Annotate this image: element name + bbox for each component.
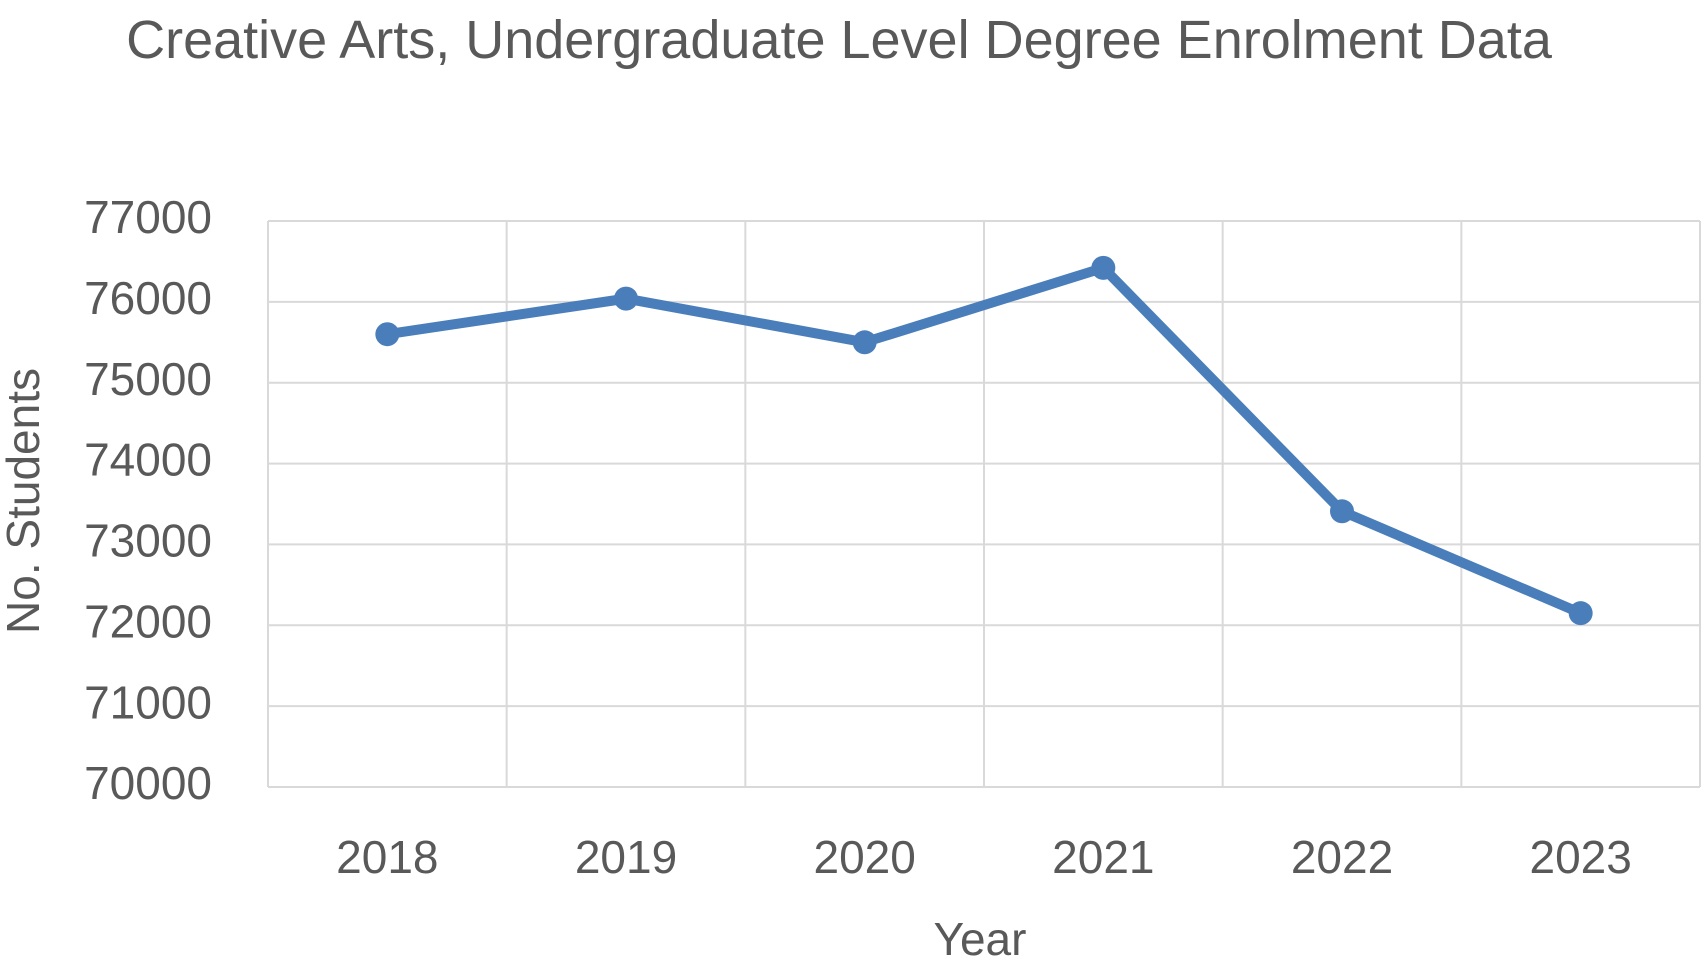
y-tick-label: 74000 <box>84 434 212 486</box>
y-tick-label: 72000 <box>84 595 212 647</box>
x-tick-label: 2019 <box>575 831 677 883</box>
data-point <box>614 286 638 311</box>
x-tick-label: 2023 <box>1529 831 1631 883</box>
y-tick-label: 71000 <box>84 676 212 728</box>
x-tick-label: 2018 <box>336 831 438 883</box>
y-tick-label: 75000 <box>84 353 212 405</box>
x-tick-label: 2020 <box>813 831 915 883</box>
y-tick-label: 70000 <box>84 757 212 809</box>
x-axis-title: Year <box>934 913 1027 964</box>
chart-title: Creative Arts, Undergraduate Level Degre… <box>126 10 1552 70</box>
x-tick-label: 2021 <box>1052 831 1154 883</box>
y-axis-title: No. Students <box>0 368 49 634</box>
data-point <box>1091 255 1116 280</box>
data-line <box>386 262 1583 618</box>
y-tick-label: 77000 <box>84 191 212 243</box>
y-tick-label: 76000 <box>84 272 212 324</box>
data-point <box>1568 601 1593 626</box>
y-tick-label: 73000 <box>84 515 212 567</box>
data-point <box>375 322 400 347</box>
x-tick-label: 2022 <box>1291 831 1393 883</box>
data-point <box>1330 499 1354 524</box>
data-point <box>852 330 877 355</box>
